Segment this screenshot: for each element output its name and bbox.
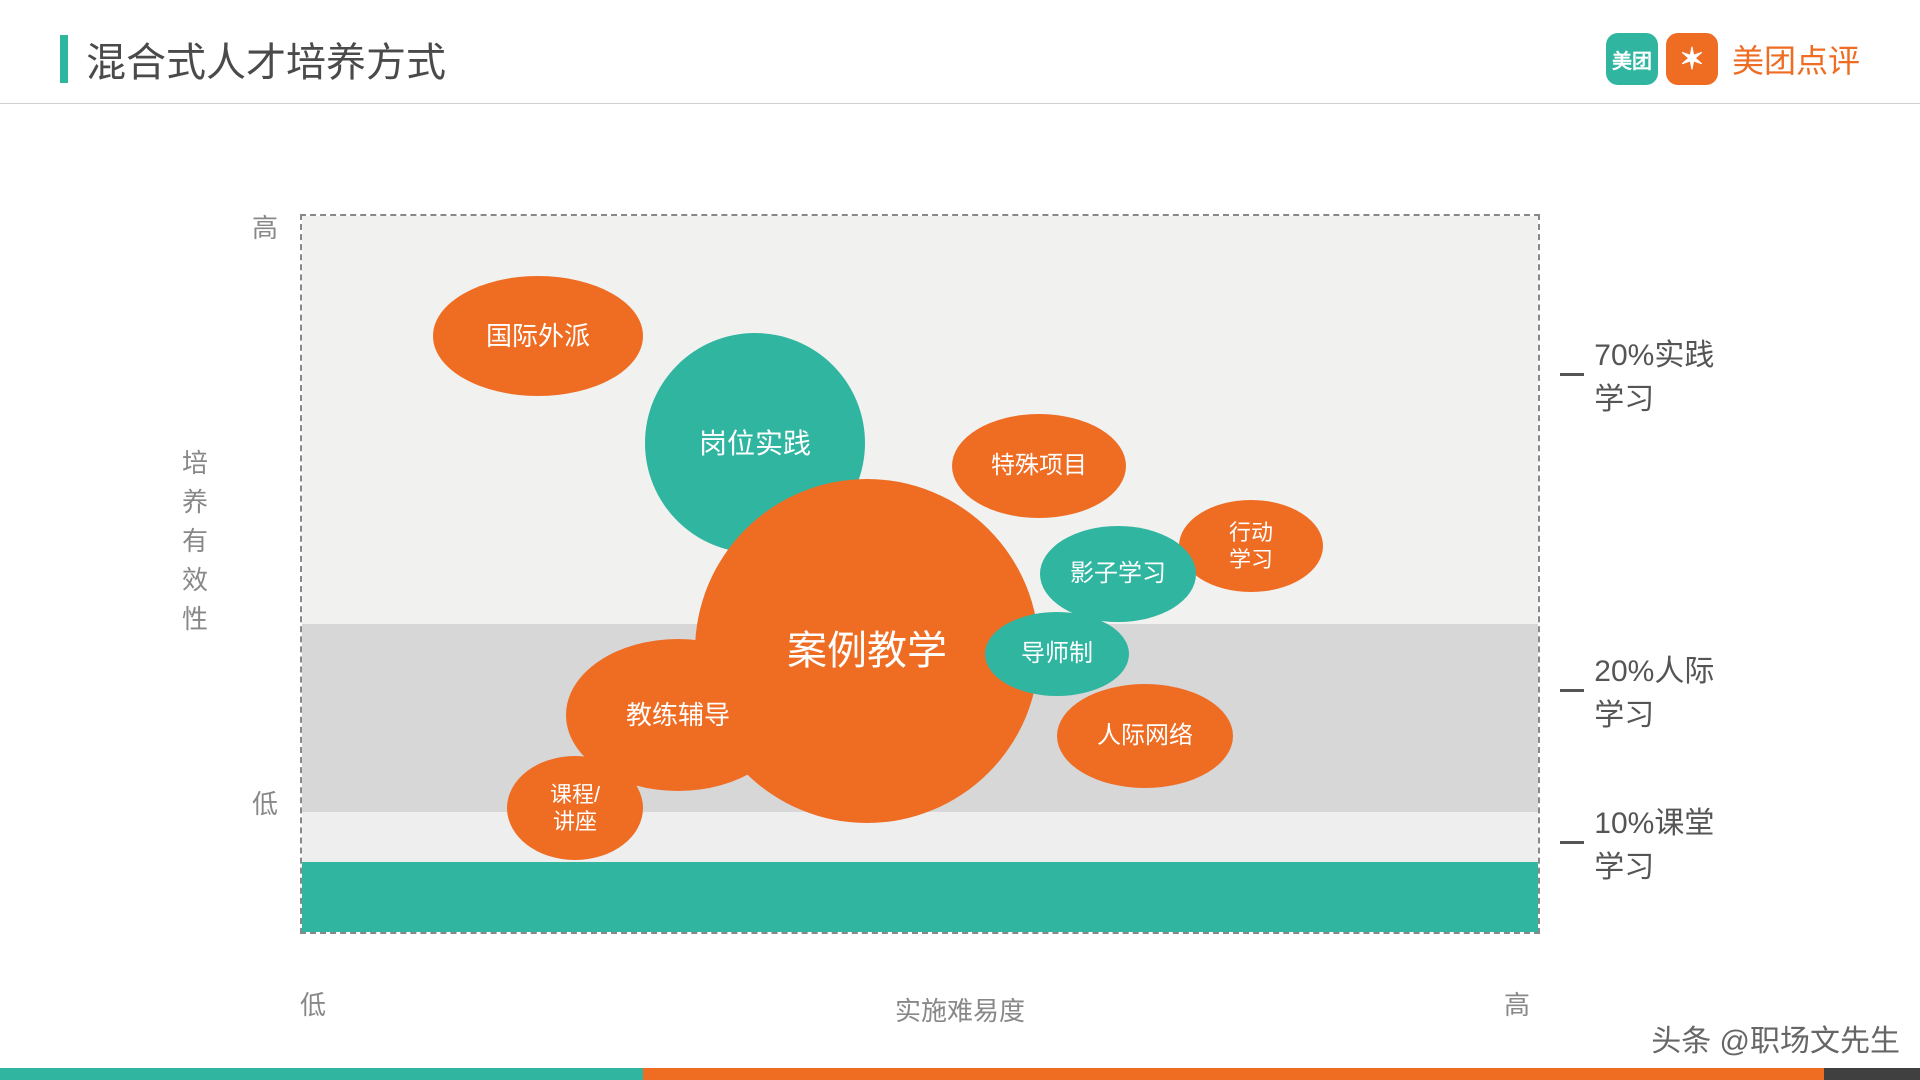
annot-text: 10%课堂学习 [1594, 798, 1740, 886]
bubble-mentor: 导师制 [985, 612, 1129, 696]
footer-segment-1 [643, 1068, 1824, 1080]
bubble-action-learn: 行动 学习 [1179, 500, 1323, 592]
annot-tick-icon [1560, 841, 1584, 844]
annot-20: 20%人际学习 [1560, 646, 1740, 734]
footer-segment-0 [0, 1068, 643, 1080]
bubble-lecture: 课程/ 讲座 [507, 756, 643, 860]
dianping-icon: ✶ [1666, 33, 1718, 85]
header: 混合式人才培养方式 美团 ✶ 美团点评 [0, 0, 1920, 104]
y-axis-label: 培养有效性 [180, 444, 210, 639]
title-wrap: 混合式人才培养方式 [60, 30, 446, 88]
y-tick-high: 高 [252, 208, 278, 245]
footer-color-bar [0, 1068, 1920, 1080]
bubble-shadow-learn: 影子学习 [1040, 526, 1196, 622]
bubble-network: 人际网络 [1057, 684, 1233, 788]
annot-tick-icon [1560, 373, 1584, 376]
bubble-intl-assign: 国际外派 [433, 276, 643, 396]
x-tick-low: 低 [300, 985, 326, 1022]
bubble-chart: 培养有效性 高 低 国际外派岗位实践特殊项目行动 学习影子学习案例教学导师制人际… [180, 214, 1740, 974]
bubble-special-proj: 特殊项目 [952, 414, 1126, 518]
chart-plot-area: 国际外派岗位实践特殊项目行动 学习影子学习案例教学导师制人际网络教练辅导课程/ … [300, 214, 1540, 934]
x-tick-high: 高 [1504, 985, 1530, 1022]
band-classroom [302, 812, 1538, 862]
title-accent-bar [60, 35, 68, 83]
y-tick-low: 低 [252, 784, 278, 821]
annot-tick-icon [1560, 689, 1584, 692]
band-base [302, 862, 1538, 932]
x-axis-label: 实施难易度 [895, 991, 1025, 1028]
brand-logo-group: 美团 ✶ 美团点评 [1606, 33, 1860, 85]
brand-text: 美团点评 [1732, 36, 1860, 82]
watermark-text: 头条 @职场文先生 [1651, 1016, 1900, 1060]
page-title: 混合式人才培养方式 [86, 30, 446, 88]
annot-text: 70%实践学习 [1594, 330, 1740, 418]
meituan-icon: 美团 [1606, 33, 1658, 85]
annot-text: 20%人际学习 [1594, 646, 1740, 734]
annot-70: 70%实践学习 [1560, 330, 1740, 418]
footer-segment-2 [1824, 1068, 1920, 1080]
annot-10: 10%课堂学习 [1560, 798, 1740, 886]
